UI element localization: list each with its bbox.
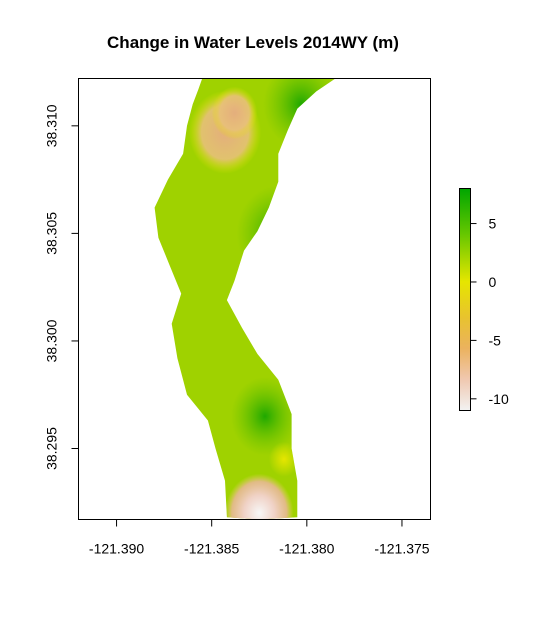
legend-tick-label: -10 [489,391,509,407]
heatmap-feature-7 [225,473,294,520]
x-tick-label: -121.390 [89,541,144,557]
legend-tick-label: 5 [489,216,497,232]
y-tick-label: 38.305 [44,212,60,255]
heatmap-feature-5 [263,78,336,149]
y-tick-label: 38.300 [44,319,60,362]
heatmap-feature-6 [268,441,300,477]
color-legend: 5 0 -5 -10 [459,188,509,411]
y-tick-label: 38.295 [44,427,60,470]
heatmap-feature-4 [230,376,300,456]
y-tick-label: 38.310 [44,104,60,147]
x-axis: -121.390 -121.385 -121.380 -121.375 [89,519,430,557]
legend-tick-label: -5 [489,332,502,348]
heatmap-feature-3 [236,185,321,282]
x-tick-label: -121.385 [184,541,239,557]
legend-tick-label: 0 [489,274,497,290]
heatmap-feature-2 [211,86,258,140]
y-axis: 38.295 38.300 38.305 38.310 [44,104,79,470]
legend-colorbar [459,188,471,411]
chart-title: Change in Water Levels 2014WY (m) [107,33,399,52]
x-tick-label: -121.375 [374,541,429,557]
x-tick-label: -121.380 [279,541,334,557]
heatmap-region [154,78,336,520]
